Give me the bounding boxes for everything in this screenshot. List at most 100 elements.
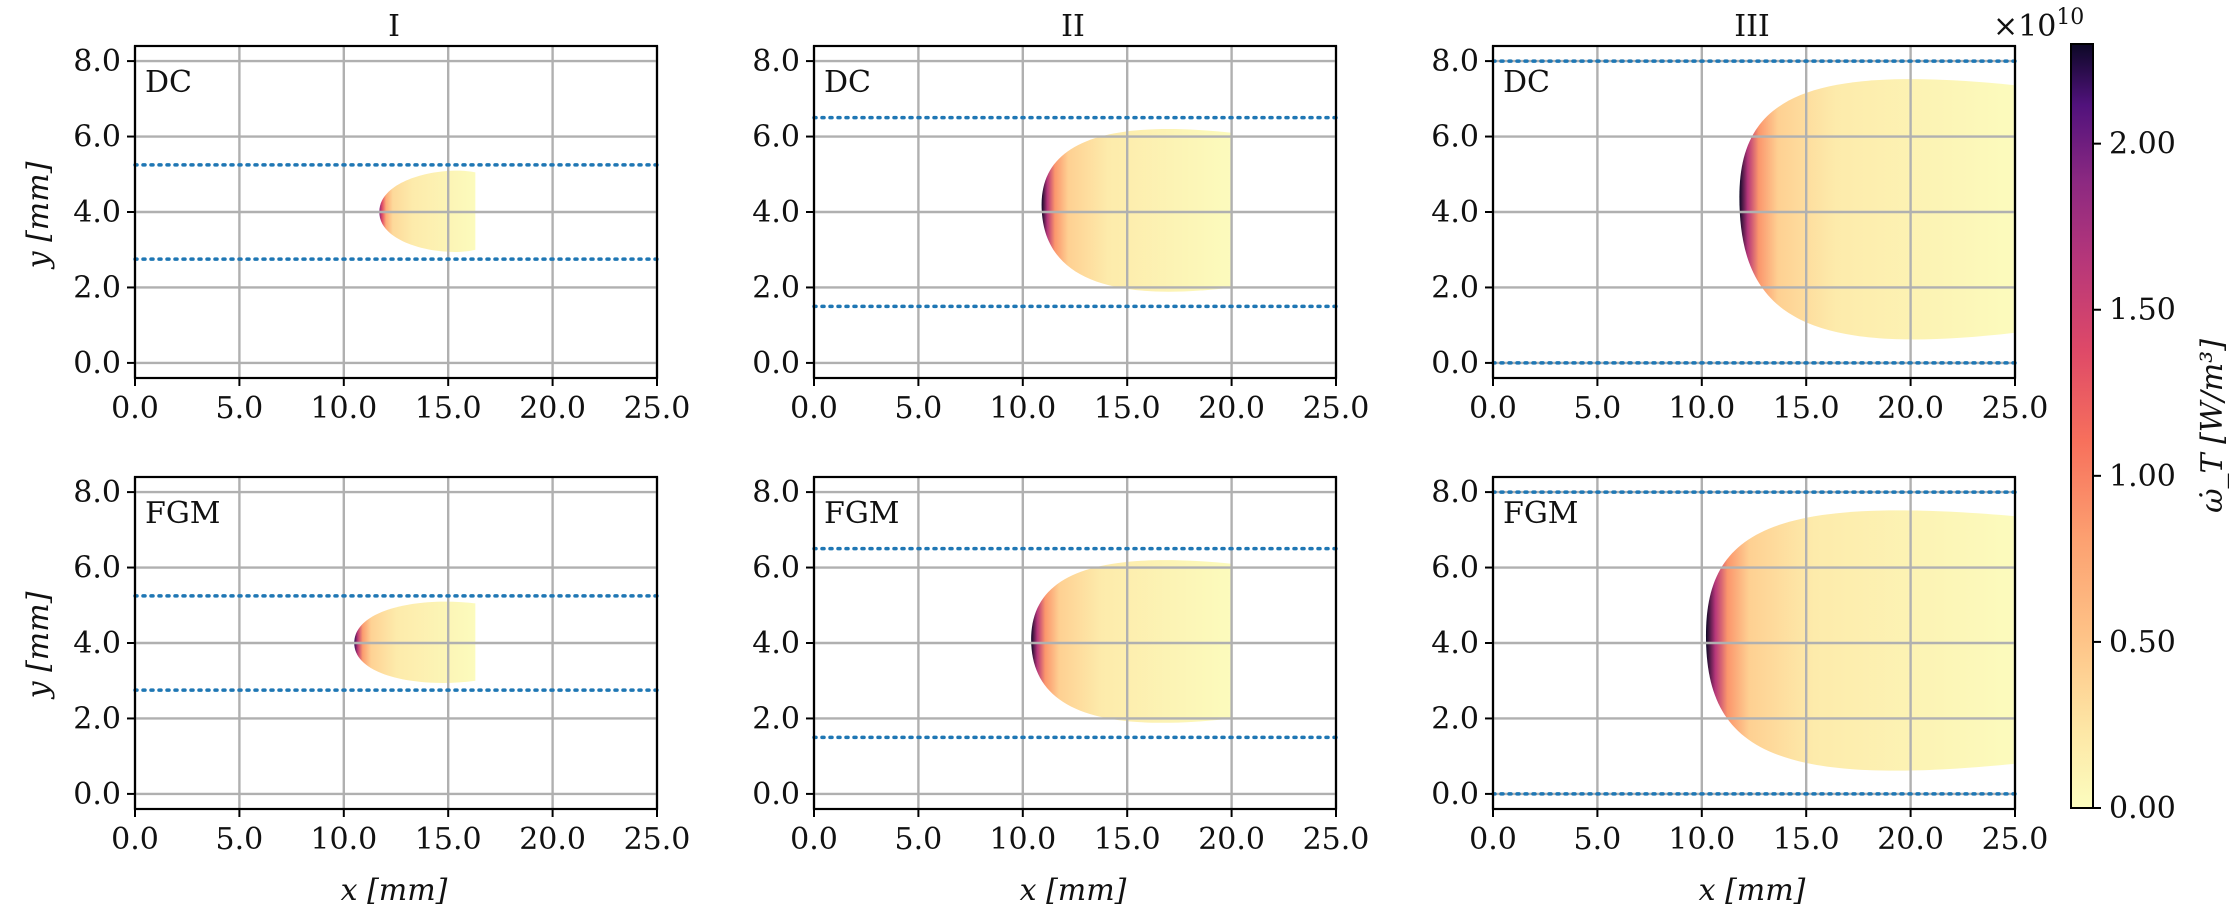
y-tick-label: 8.0 [752, 475, 800, 510]
x-tick-label: 25.0 [624, 822, 691, 857]
colorbar-tick-label: 1.50 [2109, 293, 2176, 328]
column-title-2: II [1061, 9, 1085, 44]
x-tick-label: 25.0 [1982, 391, 2049, 426]
x-tick-label: 15.0 [1773, 391, 1840, 426]
y-tick-label: 4.0 [73, 195, 121, 230]
y-tick-label: 2.0 [73, 270, 121, 305]
colorbar-ticks: 0.00 0.50 1.00 1.50 2.00 [2093, 127, 2176, 826]
x-tick-label: 25.0 [1303, 391, 1370, 426]
panel-tag: FGM [824, 496, 900, 531]
grid [812, 46, 1338, 378]
y-tick-label: 0.0 [1431, 346, 1479, 381]
y-tick-label: 4.0 [1431, 195, 1479, 230]
colorbar-multiplier: ×1010 [1993, 5, 2084, 44]
flame-shape [1739, 79, 2015, 340]
y-tick-label: 8.0 [752, 44, 800, 79]
y-tick-label: 8.0 [1431, 475, 1479, 510]
y-tick-label: 4.0 [752, 195, 800, 230]
x-tick-label: 0.0 [790, 391, 838, 426]
y-tick-label: 2.0 [752, 270, 800, 305]
panel-dc-i: 0.0 5.0 10.0 15.0 20.0 25.0 0.0 2.0 4.0 6.0 8.0 DC [73, 44, 690, 426]
x-tick-label: 10.0 [310, 822, 377, 857]
x-axis-label-col-1: x [mm] [341, 873, 448, 908]
y-tick-label: 0.0 [752, 346, 800, 381]
x-tick-label: 5.0 [216, 391, 264, 426]
colorbar-label: ω̇_T [W/m³] [2195, 339, 2230, 513]
grid [133, 46, 659, 378]
panel-fgm-ii: 0.0 5.0 10.0 15.0 20.0 25.0 0.0 2.0 4.0 6.0 8.0 FGM [752, 475, 1369, 857]
y-tick-label: 6.0 [73, 551, 121, 586]
y-tick-label: 6.0 [752, 120, 800, 155]
colorbar-gradient [2070, 43, 2094, 809]
panel-fgm-iii: 0.0 5.0 10.0 15.0 20.0 25.0 0.0 2.0 4.0 6.0 8.0 FGM [1431, 475, 2048, 857]
y-tick-label: 8.0 [73, 475, 121, 510]
x-tick-label: 20.0 [519, 822, 586, 857]
flame-shape [1031, 560, 1232, 723]
panel-tag: DC [145, 65, 192, 100]
panels-layer: 0.0 5.0 10.0 15.0 20.0 25.0 0.0 2.0 4.0 6.0 8.0 DC 0… [73, 44, 2048, 857]
y-axis-label-row-2: y [mm] [21, 591, 56, 700]
panel-fgm-i: 0.0 5.0 10.0 15.0 20.0 25.0 0.0 2.0 4.0 6.0 8.0 FGM [73, 475, 690, 857]
y-tick-label: 6.0 [752, 551, 800, 586]
x-tick-label: 15.0 [1094, 822, 1161, 857]
x-tick-label: 20.0 [1198, 391, 1265, 426]
y-tick-label: 4.0 [1431, 626, 1479, 661]
x-tick-label: 20.0 [519, 391, 586, 426]
x-tick-label: 0.0 [790, 822, 838, 857]
x-tick-label: 20.0 [1877, 391, 1944, 426]
y-tick-label: 2.0 [73, 701, 121, 736]
x-tick-label: 0.0 [1469, 822, 1517, 857]
y-tick-label: 0.0 [73, 346, 121, 381]
flame-field [1041, 129, 1232, 292]
y-axis-label-row-1: y [mm] [21, 161, 56, 270]
x-tick-label: 5.0 [895, 391, 943, 426]
x-tick-label: 5.0 [1574, 391, 1622, 426]
y-tick-label: 8.0 [73, 44, 121, 79]
colorbar-tick-label: 1.00 [2109, 459, 2176, 494]
colorbar-exponent: 10 [2056, 5, 2084, 30]
y-tick-label: 6.0 [73, 120, 121, 155]
x-tick-label: 10.0 [1668, 391, 1735, 426]
x-tick-label: 0.0 [111, 822, 159, 857]
x-tick-label: 10.0 [989, 391, 1056, 426]
flame-field [1739, 79, 2015, 340]
x-tick-label: 15.0 [415, 391, 482, 426]
x-tick-label: 10.0 [989, 822, 1056, 857]
panel-tag: FGM [1503, 496, 1579, 531]
y-tick-label: 6.0 [1431, 551, 1479, 586]
x-tick-label: 10.0 [310, 391, 377, 426]
colorbar-tick-label: 0.50 [2109, 625, 2176, 660]
y-tick-label: 0.0 [752, 777, 800, 812]
y-tick-label: 2.0 [752, 701, 800, 736]
x-tick-label: 0.0 [111, 391, 159, 426]
panel-tag: DC [824, 65, 871, 100]
flame-field [1705, 510, 2015, 771]
flame-shape [1705, 510, 2015, 771]
panel-tag: DC [1503, 65, 1550, 100]
y-tick-label: 4.0 [73, 626, 121, 661]
column-title-3: III [1734, 9, 1770, 44]
colorbar-tick-label: 0.00 [2109, 791, 2176, 826]
y-tick-label: 0.0 [1431, 777, 1479, 812]
x-tick-label: 15.0 [1094, 391, 1161, 426]
x-tick-label: 15.0 [1773, 822, 1840, 857]
panel-dc-iii: 0.0 5.0 10.0 15.0 20.0 25.0 0.0 2.0 4.0 6.0 8.0 DC [1431, 44, 2048, 426]
panel-tag: FGM [145, 496, 221, 531]
x-tick-label: 20.0 [1198, 822, 1265, 857]
y-tick-label: 4.0 [752, 626, 800, 661]
y-tick-label: 0.0 [73, 777, 121, 812]
x-tick-label: 5.0 [895, 822, 943, 857]
y-tick-label: 2.0 [1431, 270, 1479, 305]
x-tick-label: 25.0 [1303, 822, 1370, 857]
x-tick-label: 5.0 [216, 822, 264, 857]
x-axis-label-col-3: x [mm] [1699, 873, 1806, 908]
flame-field [1031, 560, 1232, 723]
x-tick-label: 5.0 [1574, 822, 1622, 857]
x-axis-label-col-2: x [mm] [1020, 873, 1127, 908]
flame-shape [1041, 129, 1232, 292]
x-tick-label: 10.0 [1668, 822, 1735, 857]
y-tick-label: 2.0 [1431, 701, 1479, 736]
colorbar: 0.00 0.50 1.00 1.50 2.00 ×1010 ω̇_T [W/m³] [1993, 5, 2230, 826]
y-tick-label: 8.0 [1431, 44, 1479, 79]
